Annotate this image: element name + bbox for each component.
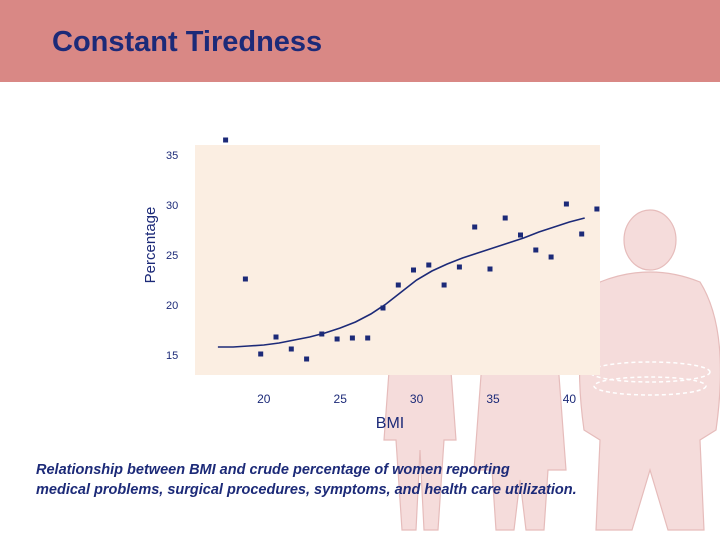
y-tick-label-20: 20 [166, 300, 178, 312]
data-point-19 [502, 215, 508, 221]
x-tick-label-40: 40 [563, 392, 577, 406]
data-point-8 [334, 336, 340, 342]
caption-line-2: medical problems, surgical procedures, s… [36, 482, 577, 498]
y-tick-label-25: 25 [166, 250, 178, 262]
plot-area [195, 145, 600, 375]
x-tick-label-35: 35 [486, 392, 500, 406]
data-point-3 [258, 351, 264, 357]
data-point-17 [472, 224, 478, 230]
x-axis-label: BMI [376, 415, 404, 432]
data-point-9 [349, 335, 355, 341]
data-point-18 [487, 266, 493, 272]
title-bar: Constant Tiredness [0, 0, 720, 82]
data-point-14 [426, 262, 432, 268]
data-point-5 [288, 346, 294, 352]
data-point-21 [533, 247, 539, 253]
data-point-25 [594, 206, 600, 212]
data-point-22 [548, 254, 554, 260]
data-point-15 [441, 282, 447, 288]
y-axis-label: Percentage [142, 207, 159, 284]
y-tick-label-30: 30 [166, 200, 178, 212]
data-point-23 [563, 201, 569, 207]
data-point-16 [456, 264, 462, 270]
x-tick-label-25: 25 [334, 392, 348, 406]
x-tick-label-30: 30 [410, 392, 424, 406]
data-point-12 [395, 282, 401, 288]
caption-line-1: Relationship between BMI and crude perce… [36, 462, 510, 478]
slide-title: Constant Tiredness [52, 26, 323, 58]
data-point-11 [380, 305, 386, 311]
data-point-13 [411, 267, 416, 273]
data-point-24 [579, 231, 585, 237]
y-tick-label-15: 15 [166, 350, 178, 362]
data-point-2 [242, 276, 248, 282]
trend-curve [217, 217, 585, 348]
data-point-1 [223, 137, 229, 143]
data-point-7 [319, 331, 325, 337]
data-point-6 [304, 356, 310, 362]
data-point-10 [365, 335, 371, 341]
slide-caption: Relationship between BMI and crude perce… [36, 460, 676, 500]
data-point-4 [273, 334, 279, 340]
x-tick-label-20: 20 [257, 392, 271, 406]
data-point-20 [518, 232, 523, 238]
y-tick-label-35: 35 [166, 150, 178, 162]
